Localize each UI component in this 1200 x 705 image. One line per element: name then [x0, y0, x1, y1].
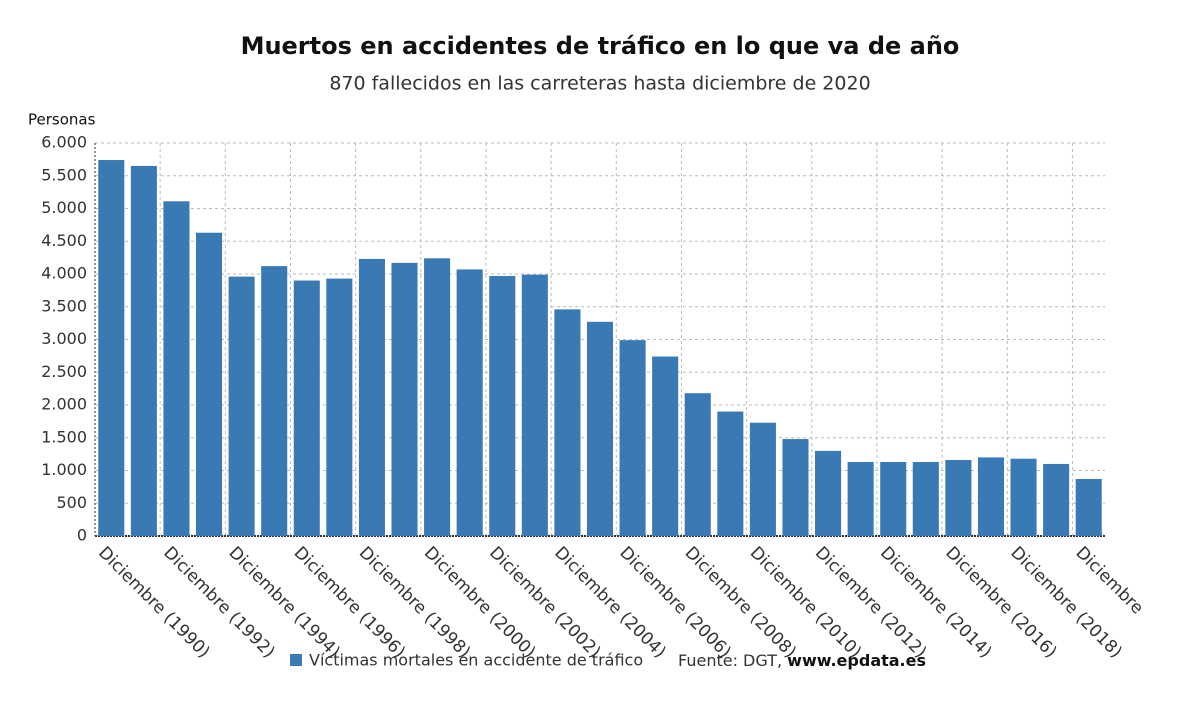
bar [293, 280, 320, 536]
bar [717, 411, 744, 536]
y-tick-label: 1.000 [41, 460, 87, 479]
y-tick-label: 3.000 [41, 329, 87, 348]
bar [619, 340, 646, 536]
y-tick-label: 4.000 [41, 264, 87, 283]
bar [130, 165, 157, 537]
bar [98, 160, 125, 536]
y-tick-label: 3.500 [41, 296, 87, 315]
y-tick-label: 4.500 [41, 231, 87, 250]
bar [652, 356, 679, 536]
x-tick-label: Diciembre (2002) [485, 543, 604, 662]
bar [228, 276, 255, 536]
bar [196, 232, 223, 537]
bar [521, 274, 548, 536]
bar [1010, 458, 1037, 536]
bar [815, 450, 842, 536]
legend-label: Víctimas mortales en accidente de tráfic… [309, 651, 643, 670]
bar [326, 278, 353, 536]
chart-subtitle: 870 fallecidos en las carreteras hasta d… [329, 73, 870, 95]
x-tick-label: Diciembre (2018) [1006, 543, 1125, 662]
bar [424, 258, 451, 536]
bar [977, 457, 1004, 536]
y-tick-label: 6.000 [41, 133, 87, 152]
source-prefix: Fuente: DGT, [678, 651, 782, 670]
x-tick-label: Diciembre (2016) [941, 543, 1060, 662]
bar [945, 460, 972, 536]
source: Fuente: DGT, www.epdata.es [678, 651, 926, 670]
bar [456, 269, 483, 536]
bar [880, 461, 907, 536]
bar [554, 309, 581, 536]
x-tick-label: Diciembre (1994) [225, 543, 344, 662]
x-tick-label: Diciembre (2000) [420, 543, 539, 662]
bar [489, 275, 516, 536]
y-tick-label: 5.000 [41, 198, 87, 217]
x-tick-label: Diciembre (1996) [290, 543, 409, 662]
y-tick-label: 0 [77, 526, 87, 545]
y-tick-label: 1.500 [41, 427, 87, 446]
y-tick-label: 2.000 [41, 395, 87, 414]
legend-swatch [290, 654, 302, 666]
bar [163, 201, 190, 537]
x-tick-label: Diciembre (1990) [94, 543, 213, 662]
bar [391, 262, 418, 536]
source-site: www.epdata.es [787, 651, 926, 670]
bar [847, 461, 874, 536]
bar [261, 266, 288, 536]
bar [1075, 479, 1102, 536]
y-tick-label: 2.500 [41, 362, 87, 381]
x-tick-label: Diciembre (2008) [681, 543, 800, 662]
bar [684, 393, 711, 536]
x-tick-label: Diciembre (2010) [746, 543, 865, 662]
x-tick-label: Diciembre (2012) [811, 543, 930, 662]
y-axis-label: Personas [28, 111, 96, 129]
y-tick-label: 500 [56, 493, 87, 512]
bar [358, 258, 385, 536]
x-tick-label: Diciembre (2014) [876, 543, 995, 662]
bar [912, 461, 939, 536]
x-tick-label: Diciembre (1992) [159, 543, 278, 662]
bar [1043, 463, 1070, 536]
x-tick-label: Diciembre (2006) [616, 543, 735, 662]
bar [749, 422, 776, 536]
y-tick-label: 5.500 [41, 165, 87, 184]
x-tick-label: Diciembre (2004) [550, 543, 669, 662]
x-tick-label: Diciembre (1998) [355, 543, 474, 662]
bar [586, 321, 614, 536]
chart-title: Muertos en accidentes de tráfico en lo q… [241, 32, 960, 60]
bar [782, 439, 809, 536]
